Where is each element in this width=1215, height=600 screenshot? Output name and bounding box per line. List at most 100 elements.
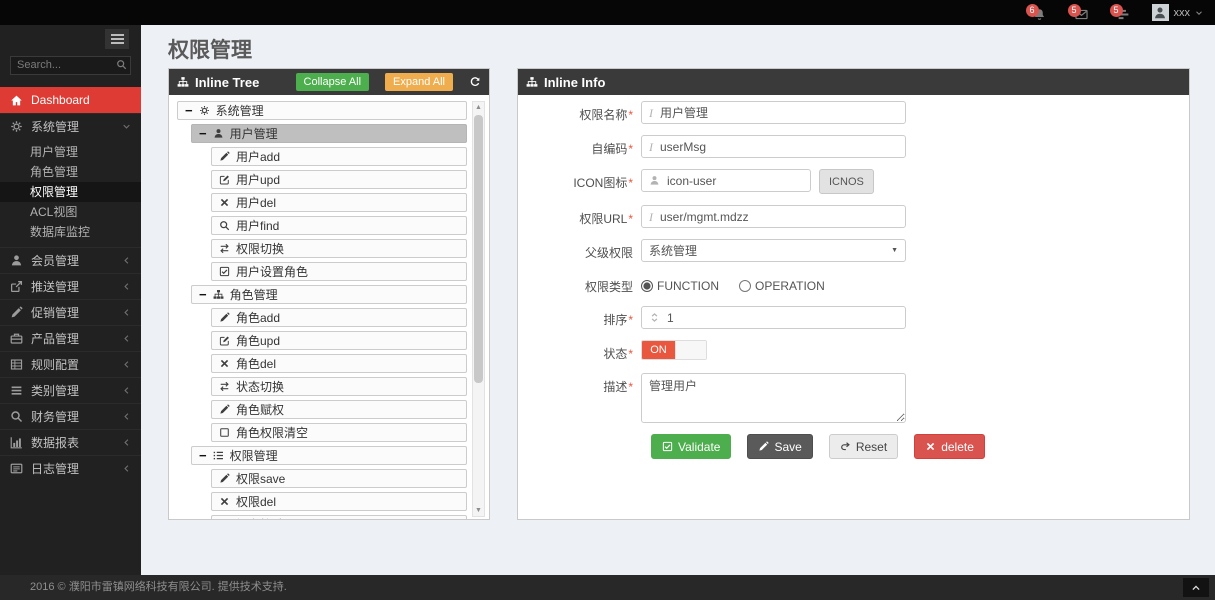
sidebar-item-product-mgmt[interactable]: 产品管理	[0, 325, 141, 351]
sidebar-item-dashboard[interactable]: Dashboard	[0, 87, 141, 113]
tree-node[interactable]: 系统管理	[177, 101, 467, 120]
sort-input[interactable]	[641, 306, 906, 329]
panel-title: Inline Info	[544, 74, 606, 90]
collapse-toggle[interactable]	[199, 449, 207, 462]
refresh-icon[interactable]	[469, 76, 481, 88]
product-icon	[10, 332, 23, 345]
tasks-button[interactable]: 5	[1109, 3, 1130, 22]
search-input[interactable]	[10, 55, 131, 75]
field-label-code: 自编码	[518, 135, 633, 157]
messages-button[interactable]: 5	[1067, 3, 1088, 22]
tree-node[interactable]: 用户upd	[211, 170, 467, 189]
tree-node[interactable]: 角色权限清空	[211, 423, 467, 442]
tree-node[interactable]: 提交校验	[211, 515, 467, 519]
field-label-name: 权限名称	[518, 101, 633, 123]
chevron-left-icon	[122, 360, 131, 369]
sidebar-search	[10, 55, 131, 75]
scroll-up-arrow[interactable]	[475, 102, 482, 113]
submenu-item-role-mgmt[interactable]: 角色管理	[30, 165, 79, 179]
reset-button[interactable]: Reset	[828, 434, 899, 459]
operation-radio[interactable]	[739, 280, 751, 292]
tree-node[interactable]: 角色管理	[191, 285, 467, 304]
submenu-item-user-mgmt[interactable]: 用户管理	[30, 145, 79, 159]
main-content: 权限管理 Inline Tree Collapse All Expand All…	[141, 25, 1215, 575]
tree-node[interactable]: 权限save	[211, 469, 467, 488]
tree-icon	[526, 76, 538, 88]
message-badge: 5	[1067, 3, 1081, 17]
exchange-icon	[219, 381, 230, 392]
check-square-icon	[662, 441, 673, 452]
delete-button[interactable]: delete	[914, 434, 985, 459]
finance-icon	[10, 410, 23, 423]
chevron-left-icon	[122, 282, 131, 291]
pencil-icon	[219, 473, 230, 484]
member-icon	[10, 254, 23, 267]
collapse-all-button[interactable]: Collapse All	[295, 73, 370, 91]
save-button[interactable]: Save	[747, 434, 813, 459]
tree-node[interactable]: 状态切换	[211, 377, 467, 396]
field-label-desc: 描述	[518, 373, 633, 395]
sidebar-item-data-report[interactable]: 数据报表	[0, 429, 141, 455]
function-radio[interactable]	[641, 280, 653, 292]
field-label-url: 权限URL	[518, 205, 633, 227]
chevron-left-icon	[122, 386, 131, 395]
collapse-toggle[interactable]	[185, 104, 193, 117]
tree-node[interactable]: 角色add	[211, 308, 467, 327]
sidebar-item-category-mgmt[interactable]: 类别管理	[0, 377, 141, 403]
notifications-button[interactable]: 6	[1025, 3, 1046, 22]
footer: 2016 © 濮阳市雷镇网络科技有限公司. 提供技术支持.	[0, 575, 1215, 600]
tree-node[interactable]: 用户find	[211, 216, 467, 235]
tree-node[interactable]: 用户del	[211, 193, 467, 212]
sidebar-item-finance-mgmt[interactable]: 财务管理	[0, 403, 141, 429]
sidebar-item-system-mgmt[interactable]: 系统管理	[0, 113, 141, 139]
radio-operation[interactable]: OPERATION	[739, 279, 825, 293]
expand-all-button[interactable]: Expand All	[385, 73, 453, 91]
tree-node[interactable]: 权限del	[211, 492, 467, 511]
log-icon	[10, 462, 23, 475]
sidebar-toggle-button[interactable]	[105, 29, 129, 49]
sidebar: Dashboard 系统管理 用户管理 角色管理 权限管理 ACL视图 数据库监…	[0, 25, 141, 575]
url-input[interactable]	[641, 205, 906, 228]
sidebar-item-member-mgmt[interactable]: 会员管理	[0, 247, 141, 273]
tree-node[interactable]: 权限切换	[211, 239, 467, 258]
user-icon	[213, 128, 224, 139]
tree-node[interactable]: 用户设置角色	[211, 262, 467, 281]
reset-arrow-icon	[840, 441, 851, 452]
sidebar-item-rules-config[interactable]: 规则配置	[0, 351, 141, 377]
chevron-left-icon	[122, 464, 131, 473]
icon-input[interactable]	[641, 169, 811, 192]
validate-button[interactable]: Validate	[651, 434, 732, 459]
tree-node[interactable]: 角色upd	[211, 331, 467, 350]
inline-info-panel: Inline Info 权限名称 自编码	[517, 68, 1190, 520]
icnos-button[interactable]: ICNOS	[819, 169, 874, 194]
submenu-item-db-monitor[interactable]: 数据库监控	[30, 225, 91, 239]
collapse-toggle[interactable]	[199, 288, 207, 301]
scroll-down-arrow[interactable]	[475, 505, 482, 516]
sidebar-item-push-mgmt[interactable]: 推送管理	[0, 273, 141, 299]
tree-node[interactable]: 角色del	[211, 354, 467, 373]
collapse-toggle[interactable]	[199, 127, 207, 140]
scrollbar-thumb[interactable]	[474, 115, 483, 383]
submenu-item-permission-mgmt[interactable]: 权限管理	[0, 182, 141, 202]
sidebar-item-promotion-mgmt[interactable]: 促销管理	[0, 299, 141, 325]
tree-node[interactable]: 权限管理	[191, 446, 467, 465]
gears-icon	[10, 120, 23, 133]
code-input[interactable]	[641, 135, 906, 158]
tree-scrollbar[interactable]	[472, 101, 485, 517]
tree-node-selected[interactable]: 用户管理	[191, 124, 467, 143]
delete-icon	[219, 197, 230, 208]
status-toggle[interactable]: ON	[641, 340, 707, 360]
radio-function[interactable]: FUNCTION	[641, 279, 719, 293]
tree-node[interactable]: 角色赋权	[211, 400, 467, 419]
scroll-to-top-button[interactable]	[1183, 578, 1209, 597]
submenu-item-acl-view[interactable]: ACL视图	[30, 205, 78, 219]
chevron-down-icon	[122, 122, 131, 131]
description-textarea[interactable]: 管理用户	[641, 373, 906, 423]
sidebar-item-log-mgmt[interactable]: 日志管理	[0, 455, 141, 481]
user-menu[interactable]: xxx	[1151, 4, 1204, 21]
pencil-icon	[219, 404, 230, 415]
task-badge: 5	[1109, 3, 1123, 17]
parent-permission-select[interactable]: 系统管理	[641, 239, 906, 262]
permission-name-input[interactable]	[641, 101, 906, 124]
tree-node[interactable]: 用户add	[211, 147, 467, 166]
